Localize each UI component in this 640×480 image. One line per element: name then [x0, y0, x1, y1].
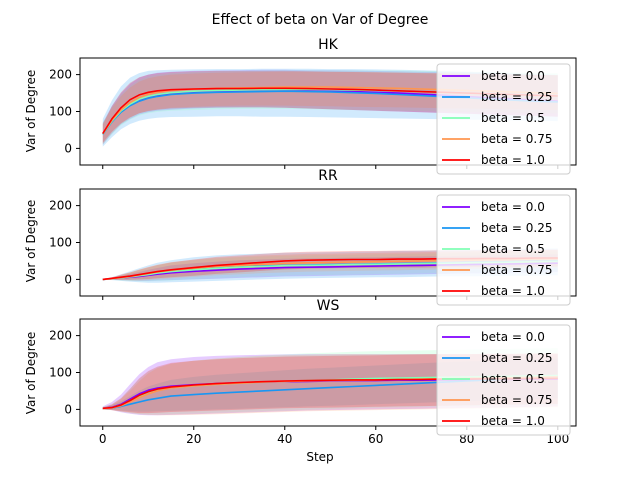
subplot-hk: HK Var of Degree 0 100 200 beta = 0.0 beta … [24, 37, 577, 175]
subplot-title: RR [318, 168, 338, 184]
legend-box [436, 63, 571, 175]
y-axis-label: Var of Degree [24, 332, 38, 414]
legend-label: beta = 1.0 [481, 414, 545, 428]
legend-label: beta = 1.0 [481, 284, 545, 298]
y-tick-label: 100 [49, 366, 72, 380]
legend-box [436, 324, 571, 436]
y-tick-label: 100 [49, 236, 72, 250]
x-tick-label: 40 [277, 432, 292, 446]
legend-label: beta = 0.25 [481, 90, 552, 104]
y-axis-label: Var of Degree [24, 200, 38, 282]
y-tick-label: 0 [64, 272, 72, 286]
legend-label: beta = 0.0 [481, 200, 545, 214]
subplot-title: WS [317, 298, 340, 314]
legend-label: beta = 0.75 [481, 393, 552, 407]
x-tick-label: 0 [99, 432, 107, 446]
legend-label: beta = 0.0 [481, 330, 545, 344]
legend-label: beta = 0.25 [481, 351, 552, 365]
legend-label: beta = 0.5 [481, 242, 545, 256]
legend-label: beta = 1.0 [481, 153, 545, 167]
legend-label: beta = 0.5 [481, 372, 545, 386]
subplot-title: HK [318, 37, 339, 53]
x-tick-label: 20 [186, 432, 201, 446]
y-tick-label: 0 [64, 141, 72, 155]
y-tick-label: 200 [49, 329, 72, 343]
x-axis-label: Step [306, 450, 333, 464]
x-tick-label: 60 [368, 432, 383, 446]
figure-title: Effect of beta on Var of Degree [212, 12, 429, 28]
legend-box [436, 194, 571, 306]
subplot-ws: WS Var of Degree Step 0 20 40 60 80 100010020… [24, 298, 577, 464]
legend-label: beta = 0.0 [481, 69, 545, 83]
y-tick-label: 200 [49, 199, 72, 213]
legend-label: beta = 0.5 [481, 111, 545, 125]
y-tick-label: 100 [49, 105, 72, 119]
legend-label: beta = 0.25 [481, 221, 552, 235]
y-tick-label: 0 [64, 402, 72, 416]
legend-label: beta = 0.75 [481, 263, 552, 277]
y-axis-label: Var of Degree [24, 70, 38, 152]
y-tick-label: 200 [49, 68, 72, 82]
legend-label: beta = 0.75 [481, 132, 552, 146]
subplot-rr: RR Var of Degree 0 100 200 beta = 0.0 beta … [24, 168, 577, 306]
